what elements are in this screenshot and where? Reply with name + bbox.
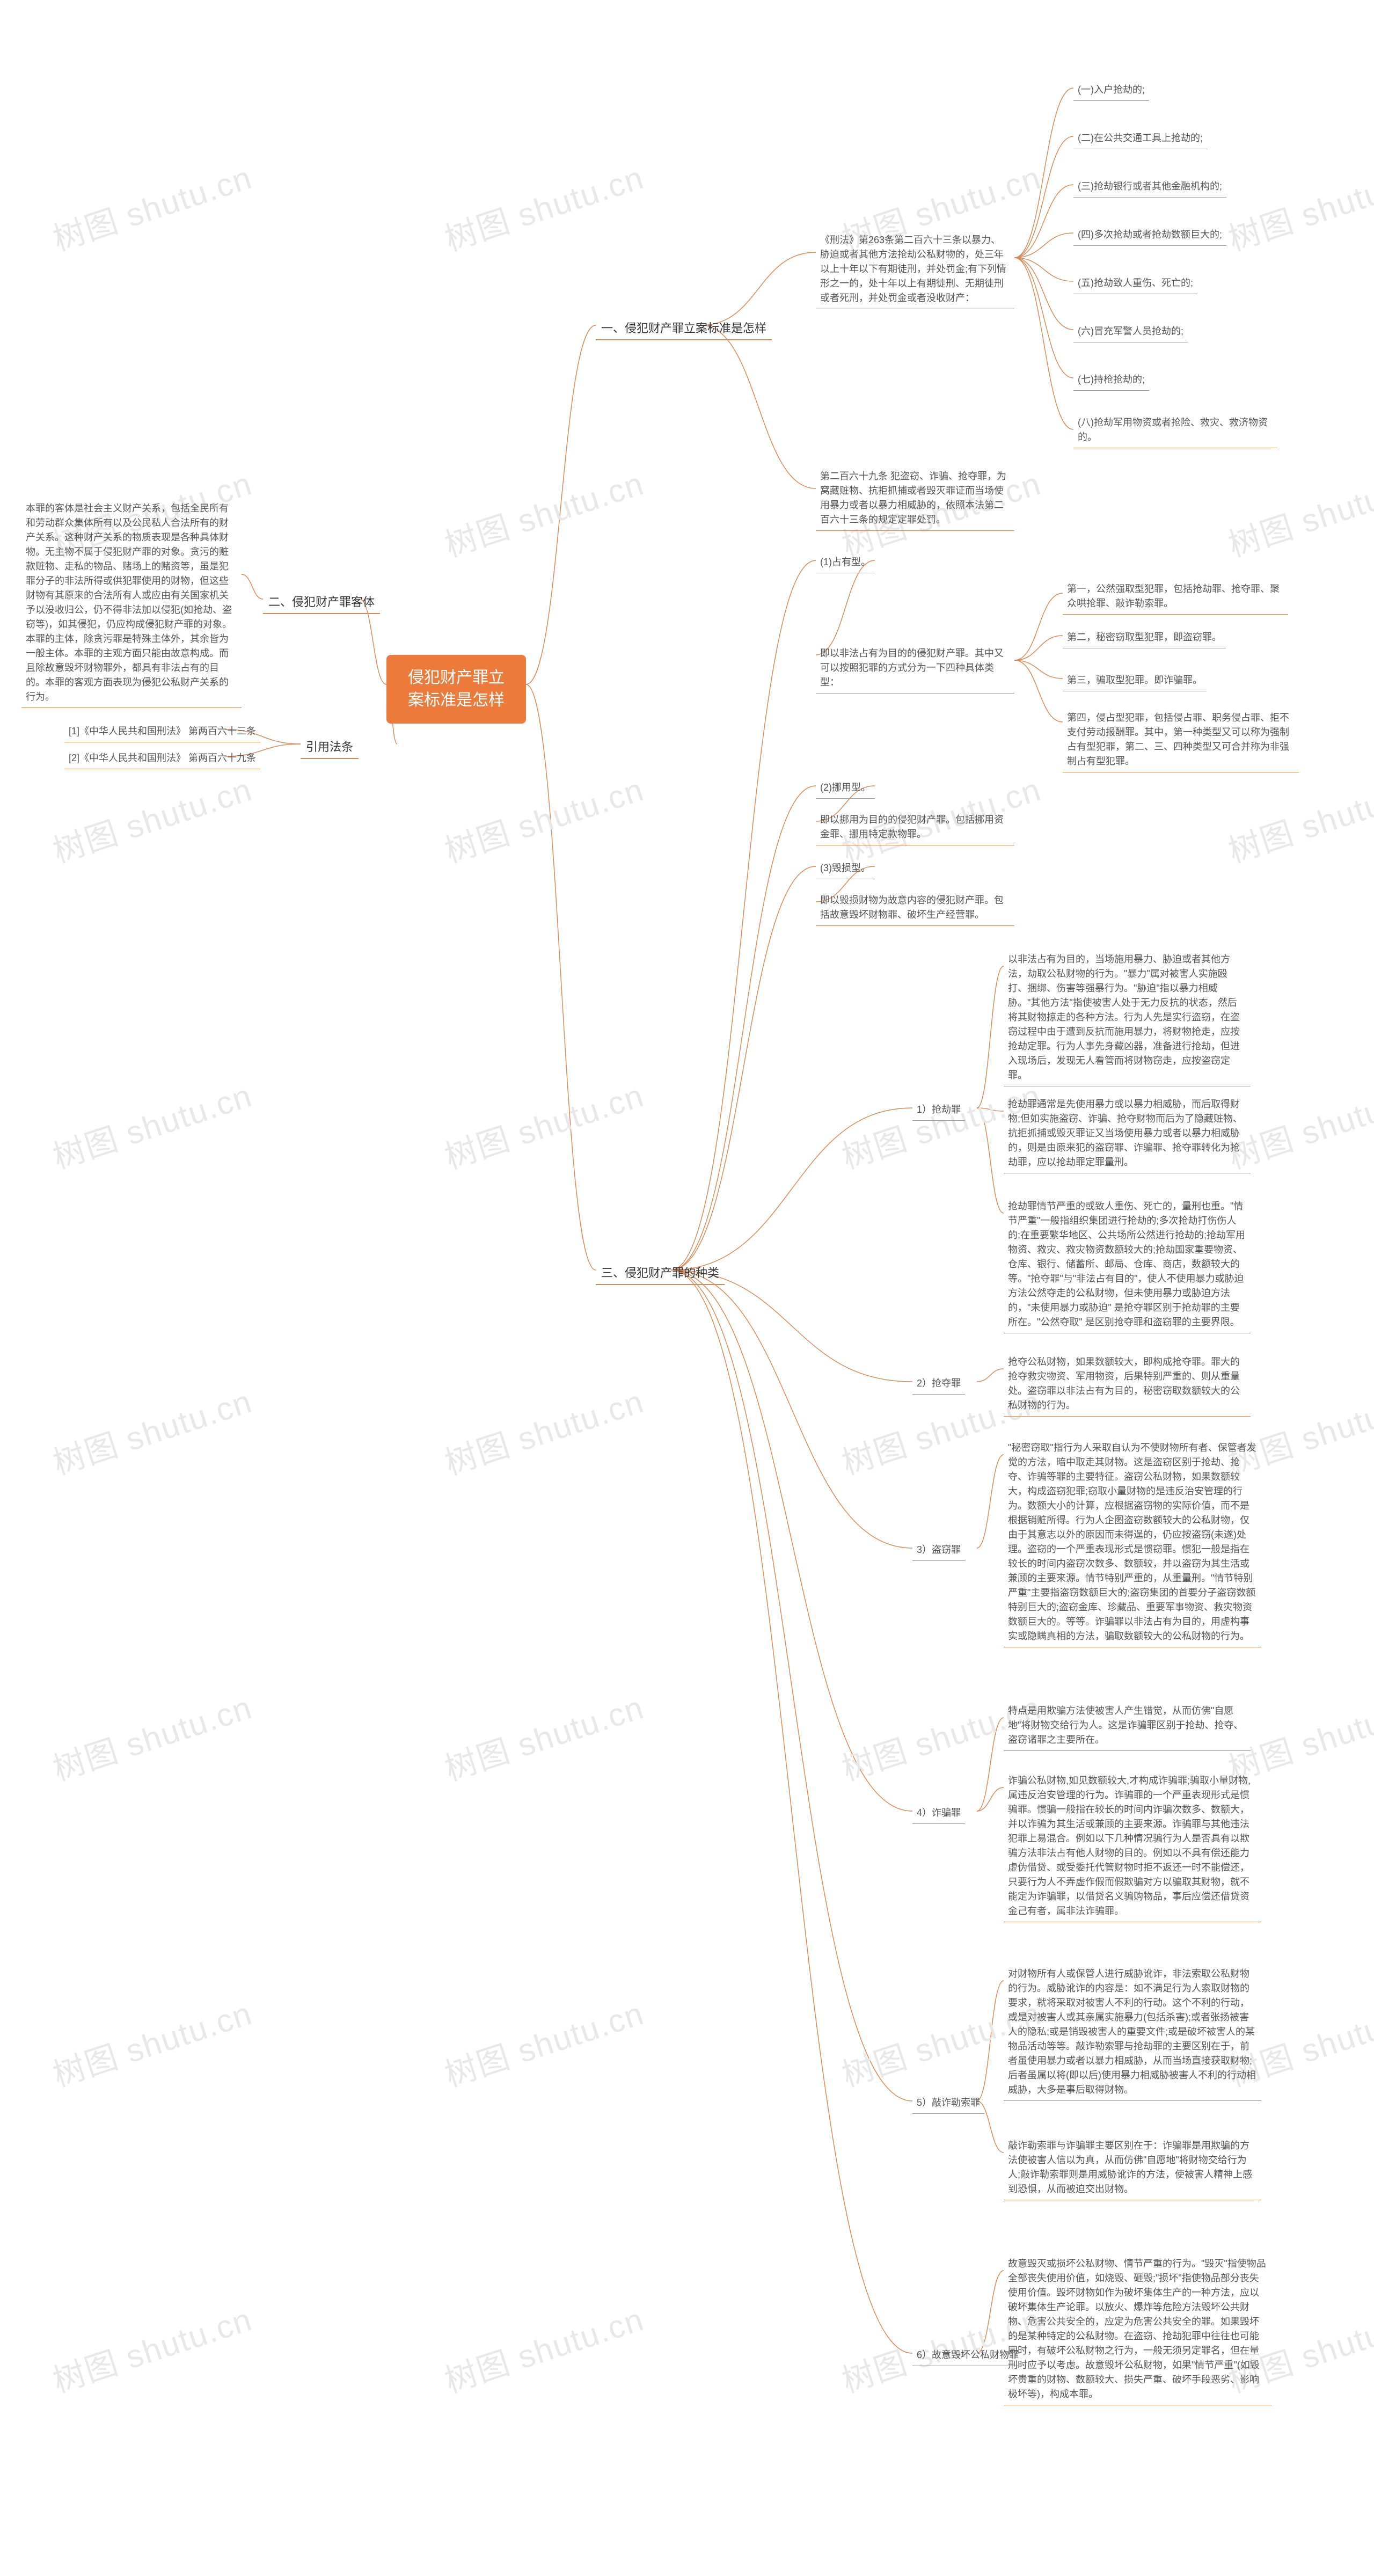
sub-node: 即以非法占有为目的的侵犯财产罪。其中又可以按照犯罪的方式分为一下四种具体类型： (816, 644, 1014, 694)
leaf-node: 敲诈勒索罪与诈骗罪主要区别在于：诈骗罪是用欺骗的方法使被害人信以为真，从而仿佛"… (1004, 2136, 1261, 2200)
leaf-node: 以非法占有为目的，当场施用暴力、胁迫或者其他方法，劫取公私财物的行为。"暴力"属… (1004, 950, 1251, 1086)
leaf-node: [2]《中华人民共和国刑法》 第两百六十九条 (64, 749, 260, 769)
branch-node-left: 二、侵犯财产罪客体 (263, 590, 380, 614)
watermark: 树图 shutu.cn (438, 1070, 649, 1178)
watermark: 树图 shutu.cn (438, 152, 649, 260)
branch-node-right: 一、侵犯财产罪立案标准是怎样 (596, 317, 772, 340)
leaf-node: 第一，公然强取型犯罪，包括抢劫罪、抢夺罪、聚众哄抢罪、敲诈勒索罪。 (1063, 580, 1288, 615)
leaf-node: (三)抢劫银行或者其他金融机构的; (1073, 177, 1226, 198)
leaf-node: 抢劫罪情节严重的或致人重伤、死亡的，量刑也重。"情节严重"一般指组织集团进行抢劫… (1004, 1197, 1251, 1333)
root-node: 侵犯财产罪立案标准是怎样 (386, 655, 526, 724)
child-node: (2)挪用型。 (816, 778, 875, 799)
watermark: 树图 shutu.cn (46, 1988, 258, 2096)
leaf-node: "秘密窃取"指行为人采取自认为不使财物所有者、保管者发觉的方法，暗中取走其财物。… (1004, 1439, 1261, 1647)
leaf-node: (八)抢劫军用物资或者抢险、救灾、救济物资的。 (1073, 413, 1277, 448)
watermark: 树图 shutu.cn (438, 1988, 649, 2096)
leaf-node: (四)多次抢劫或者抢劫数额巨大的; (1073, 225, 1226, 246)
watermark: 树图 shutu.cn (46, 1376, 258, 1484)
leaf-node: (二)在公共交通工具上抢劫的; (1073, 129, 1207, 149)
watermark: 树图 shutu.cn (1222, 458, 1374, 566)
sub-node: 即以毁损财物为故意内容的侵犯财产罪。包括故意毁坏财物罪、破坏生产经营罪。 (816, 891, 1014, 926)
leaf-node: 故意毁灭或损坏公私财物、情节严重的行为。"毁灭"指使物品全部丧失使用价值，如烧毁… (1004, 2254, 1272, 2405)
child-node: 《刑法》第263条第二百六十三条以暴力、胁迫或者其他方法抢劫公私财物的，处三年以… (816, 231, 1014, 309)
child-node: (3)毁损型。 (816, 859, 875, 879)
leaf-node: (六)冒充军警人员抢劫的; (1073, 322, 1188, 342)
child-node: 1）抢劫罪 (912, 1100, 965, 1121)
leaf-node: 特点是用欺骗方法使被害人产生错觉，从而仿佛"自愿地"将财物交给行为人。这是诈骗罪… (1004, 1702, 1251, 1751)
watermark: 树图 shutu.cn (1222, 152, 1374, 260)
leaf-node: 诈骗公私财物,如见数额较大,才构成诈骗罪;骗取小量财物,属违反治安管理的行为。诈… (1004, 1771, 1261, 1922)
watermark: 树图 shutu.cn (46, 764, 258, 872)
branch-node-left: 引用法条 (301, 735, 359, 759)
leaf-node: 本罪的客体是社会主义财产关系，包括全民所有和劳动群众集体所有以及公民私人合法所有… (21, 499, 242, 708)
leaf-node: 第四，侵占型犯罪，包括侵占罪、职务侵占罪、拒不支付劳动报酬罪。其中，第一种类型又… (1063, 709, 1299, 772)
leaf-node: [1]《中华人民共和国刑法》 第两百六十三条 (64, 722, 260, 742)
leaf-node: (七)持枪抢劫的; (1073, 370, 1149, 391)
leaf-node: (一)入户抢劫的; (1073, 81, 1149, 101)
child-node: 5）敲诈勒索罪 (912, 2093, 984, 2114)
watermark: 树图 shutu.cn (46, 2294, 258, 2402)
branch-node-right: 三、侵犯财产罪的种类 (596, 1261, 725, 1285)
watermark: 树图 shutu.cn (46, 1070, 258, 1178)
child-node: 4）诈骗罪 (912, 1804, 965, 1824)
child-node: 第二百六十九条 犯盗窃、诈骗、抢夺罪，为窝藏赃物、抗拒抓捕或者毁灭罪证而当场使用… (816, 467, 1014, 531)
leaf-node: 第三，骗取型犯罪。即诈骗罪。 (1063, 671, 1207, 691)
leaf-node: (五)抢劫致人重伤、死亡的; (1073, 274, 1197, 294)
leaf-node: 对财物所有人或保管人进行威胁讹诈，非法索取公私财物的行为。威胁讹诈的内容是：如不… (1004, 1965, 1261, 2101)
watermark: 树图 shutu.cn (438, 2294, 649, 2402)
watermark: 树图 shutu.cn (438, 1376, 649, 1484)
child-node: 2）抢夺罪 (912, 1374, 965, 1395)
watermark: 树图 shutu.cn (438, 764, 649, 872)
leaf-node: 抢劫罪通常是先使用暴力或以暴力相威胁，而后取得财物;但如实施盗窃、诈骗、抢夺财物… (1004, 1095, 1251, 1173)
leaf-node: 抢夺公私财物，如果数额较大，即构成抢夺罪。罪大的抢夺救灾物资、军用物资，后果特别… (1004, 1353, 1251, 1417)
child-node: 3）盗窃罪 (912, 1541, 965, 1561)
sub-node: 即以挪用为目的的侵犯财产罪。包括挪用资金罪、挪用特定款物罪。 (816, 811, 1014, 845)
watermark: 树图 shutu.cn (46, 1682, 258, 1790)
watermark: 树图 shutu.cn (438, 458, 649, 566)
child-node: (1)占有型。 (816, 553, 875, 573)
watermark: 树图 shutu.cn (438, 1682, 649, 1790)
leaf-node: 第二，秘密窃取型犯罪，即盗窃罪。 (1063, 628, 1226, 648)
watermark: 树图 shutu.cn (46, 152, 258, 260)
watermark: 树图 shutu.cn (1222, 764, 1374, 872)
